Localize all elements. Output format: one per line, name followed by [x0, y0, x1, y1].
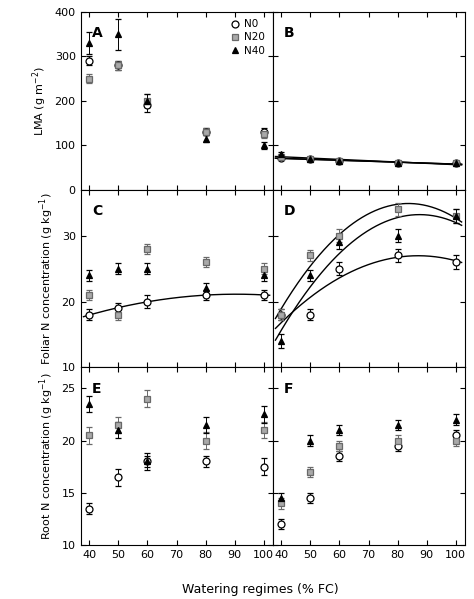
- Text: D: D: [284, 204, 296, 218]
- Text: E: E: [92, 382, 101, 395]
- Y-axis label: Root N concentration (g kg$^{-1}$): Root N concentration (g kg$^{-1}$): [37, 373, 56, 540]
- Text: Watering regimes (% FC): Watering regimes (% FC): [182, 583, 339, 596]
- Y-axis label: Foliar N concentration (g kg$^{-1}$): Foliar N concentration (g kg$^{-1}$): [37, 192, 56, 365]
- Text: B: B: [284, 26, 295, 40]
- Y-axis label: LMA (g m$^{-2}$): LMA (g m$^{-2}$): [30, 66, 49, 136]
- Text: A: A: [92, 26, 103, 40]
- Legend: N0, N20, N40: N0, N20, N40: [228, 17, 267, 58]
- Text: C: C: [92, 204, 102, 218]
- Text: F: F: [284, 382, 293, 395]
